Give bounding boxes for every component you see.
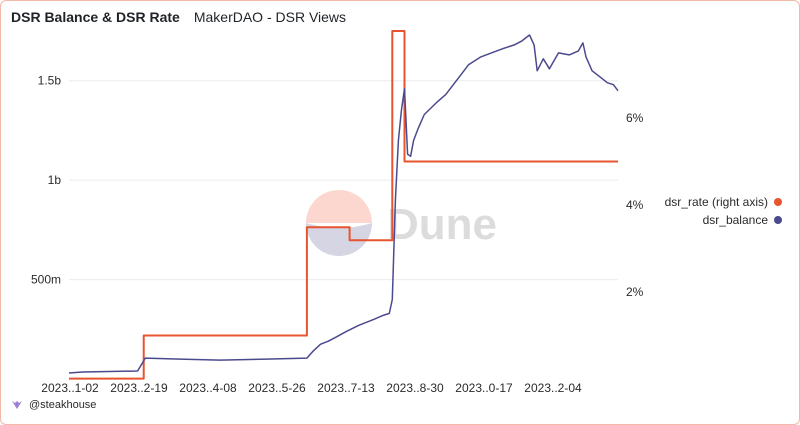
x-tick-label: 2023..4-08 (179, 381, 237, 395)
chart-footer: @steakhouse (11, 399, 96, 411)
steakhouse-logo-icon (12, 401, 22, 409)
watermark-circle-bottom (306, 223, 372, 256)
watermark-circle-top (306, 190, 372, 223)
dune-watermark: Dune (306, 190, 497, 256)
x-tick-label: 2023..7-13 (317, 381, 375, 395)
y-left-tick-label: 500m (31, 273, 61, 287)
chart-subtitle: MakerDAO - DSR Views (193, 9, 347, 25)
chart-header: DSR Balance & DSR Rate MakerDAO - DSR Vi… (11, 9, 346, 29)
legend-marker (774, 198, 782, 206)
watermark-text: Dune (387, 200, 497, 249)
x-tick-label: 2023..8-30 (386, 381, 444, 395)
author-handle[interactable]: @steakhouse (29, 399, 97, 411)
chart-title: DSR Balance & DSR Rate (11, 9, 180, 25)
x-tick-label: 2023..5-26 (248, 381, 306, 395)
series-line-dsr-rate (69, 30, 618, 380)
y-right-tick-label: 6% (626, 111, 644, 125)
y-left-tick-label: 1.5b (38, 74, 62, 88)
x-tick-label: 2023..0-17 (455, 381, 513, 395)
x-tick-label: 2023..2-19 (110, 381, 168, 395)
legend-label: dsr_balance (703, 213, 769, 227)
x-tick-label: 2023..2-04 (524, 381, 582, 395)
legend-label: dsr_rate (right axis) (665, 195, 768, 209)
y-right-tick-label: 4% (626, 198, 644, 212)
series-line-dsr-balance (68, 34, 619, 374)
y-left-tick-label: 1b (48, 173, 62, 187)
legend-marker (774, 216, 782, 224)
chart-legend: dsr_rate (right axis) dsr_balance (665, 195, 782, 227)
x-tick-label: 2023..1-02 (41, 381, 99, 395)
y-right-tick-label: 2% (626, 285, 644, 299)
